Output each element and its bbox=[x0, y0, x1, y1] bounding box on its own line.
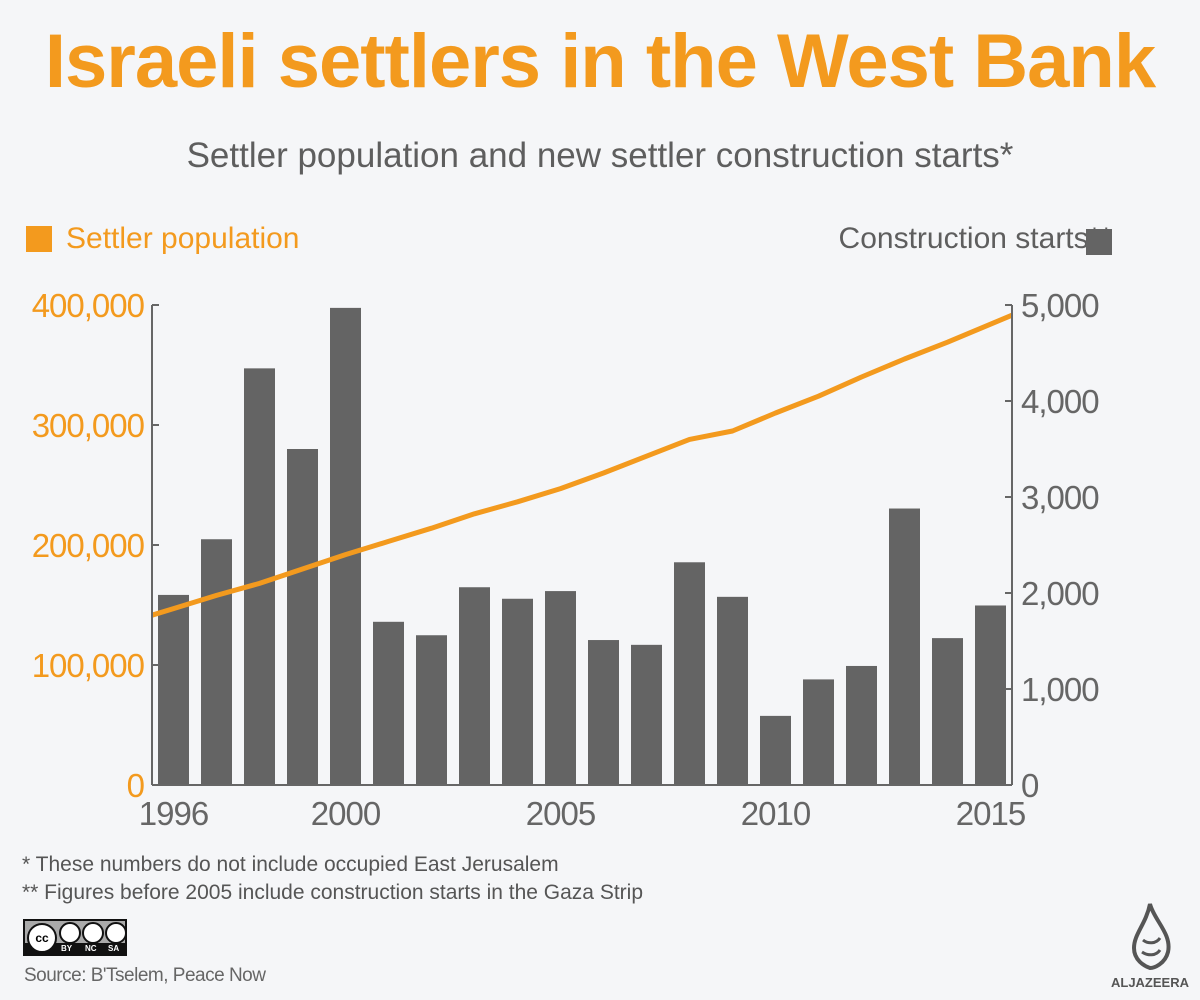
noncommercial-icon bbox=[82, 922, 104, 944]
license-sa: SA bbox=[108, 944, 120, 953]
legend-label-population: Settler population bbox=[66, 222, 300, 255]
legend-label-construction: Construction starts** bbox=[838, 222, 1112, 255]
left-tick-label: 200,000 bbox=[32, 527, 145, 564]
bar-2010 bbox=[760, 715, 791, 785]
bar-2014 bbox=[932, 638, 963, 785]
al-jazeera-logo: ALJAZEERA bbox=[1110, 900, 1190, 992]
bar-2012 bbox=[846, 665, 877, 785]
chart-subtitle: Settler population and new settler const… bbox=[186, 136, 1014, 175]
bar-2003 bbox=[459, 587, 490, 785]
right-tick-label: 0 bbox=[1021, 767, 1039, 804]
legend-construction: Construction starts** bbox=[839, 222, 1112, 256]
x-tick-label: 2010 bbox=[741, 795, 811, 832]
x-tick-label: 2000 bbox=[311, 795, 381, 832]
population-line bbox=[151, 312, 1013, 618]
bar-2008 bbox=[674, 562, 705, 785]
left-tick-label: 300,000 bbox=[32, 407, 145, 444]
x-tick-label: 2005 bbox=[526, 795, 595, 832]
right-tick-label: 5,000 bbox=[1021, 287, 1099, 324]
license-by: BY bbox=[61, 944, 73, 953]
left-tick-label: 0 bbox=[127, 767, 145, 804]
right-tick-label: 1,000 bbox=[1021, 671, 1099, 708]
license-nc: NC bbox=[85, 944, 97, 953]
bar-2007 bbox=[631, 644, 662, 785]
bar-2013 bbox=[889, 508, 920, 785]
footnote-2: ** Figures before 2005 include construct… bbox=[22, 881, 643, 904]
bar-1996 bbox=[158, 594, 189, 785]
right-tick-label: 3,000 bbox=[1021, 479, 1099, 516]
source-note: Source: B'Tselem, Peace Now bbox=[24, 965, 266, 986]
x-tick-label: 2015 bbox=[956, 795, 1025, 832]
bar-1999 bbox=[287, 449, 318, 785]
bar-2002 bbox=[416, 635, 447, 785]
bar-2000 bbox=[330, 307, 361, 785]
bar-1997 bbox=[201, 539, 232, 785]
creative-commons-badge: cc BY NC SA bbox=[23, 919, 127, 956]
right-tick-label: 2,000 bbox=[1021, 575, 1099, 612]
legend-population: Settler population bbox=[26, 222, 300, 256]
chart-title: Israeli settlers in the West Bank bbox=[44, 19, 1156, 104]
bar-2001 bbox=[373, 621, 404, 785]
sharealike-icon bbox=[105, 922, 127, 944]
x-tick-label: 1996 bbox=[139, 795, 208, 832]
bar-2011 bbox=[803, 679, 834, 785]
bar-2006 bbox=[588, 640, 619, 785]
bar-1998 bbox=[244, 368, 275, 785]
legend-swatch-construction bbox=[1086, 229, 1112, 255]
left-tick-label: 400,000 bbox=[32, 287, 145, 324]
footnote-1: * These numbers do not include occupied … bbox=[22, 853, 559, 876]
left-tick-label: 100,000 bbox=[32, 647, 145, 684]
bar-2005 bbox=[545, 591, 576, 785]
legend-swatch-population bbox=[26, 226, 52, 252]
al-jazeera-calligraphy-icon bbox=[1131, 903, 1171, 971]
attribution-icon bbox=[59, 922, 81, 944]
cc-icon: cc bbox=[27, 923, 57, 953]
bar-2009 bbox=[717, 596, 748, 785]
right-tick-label: 4,000 bbox=[1021, 383, 1099, 420]
chart: 0 100,000 200,000 300,000 400,000 0 1,000 2,000… bbox=[32, 287, 1101, 832]
logo-text: ALJAZEERA bbox=[1110, 975, 1189, 990]
bar-2015 bbox=[975, 605, 1006, 785]
bar-2004 bbox=[502, 598, 533, 785]
